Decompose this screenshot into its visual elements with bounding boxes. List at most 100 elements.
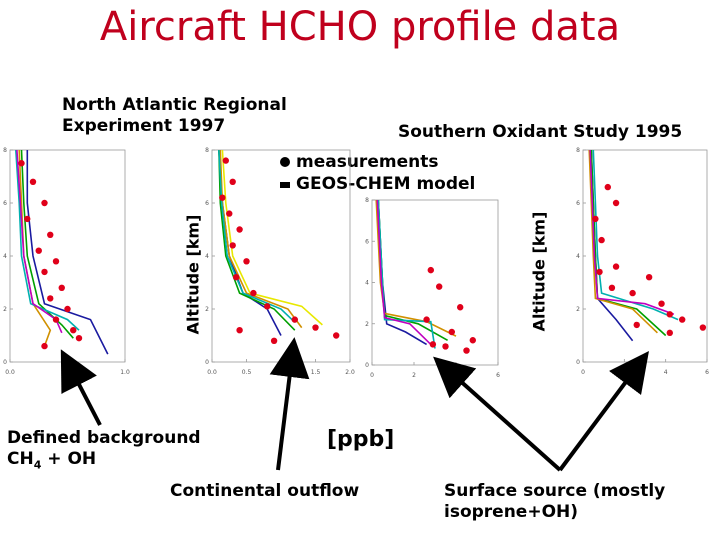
measurement-point <box>633 321 640 329</box>
y-tick-label: 8 <box>205 147 209 154</box>
x-tick-label: 4 <box>664 369 668 376</box>
y-tick-label: 8 <box>576 147 580 154</box>
y-tick-label: 0 <box>365 362 369 369</box>
model-profile-line <box>15 149 80 331</box>
x-tick-label: 0 <box>370 372 374 379</box>
legend-label-measurements: measurements <box>296 152 439 172</box>
measurement-point <box>41 268 48 276</box>
model-profile-line <box>26 150 109 355</box>
measurement-point <box>463 347 470 354</box>
measurement-point <box>229 178 236 185</box>
measurement-point <box>608 284 616 291</box>
measurement-point <box>469 337 476 344</box>
page-title: Aircraft HCHO profile data <box>99 4 621 50</box>
model-profile-line <box>588 149 658 334</box>
x-tick-label: 1.0 <box>120 369 130 376</box>
x-axis-label: [ppb] <box>327 427 395 452</box>
measurement-point <box>592 215 599 223</box>
measurement-point <box>658 300 665 307</box>
x-tick-label: 0 <box>581 369 585 376</box>
legend-label-model: GEOS-CHEM model <box>296 174 476 194</box>
arrow-surface-left <box>433 356 562 472</box>
measurement-point <box>448 328 455 336</box>
measurement-point <box>250 289 257 297</box>
ch-subscript: 4 <box>33 458 42 472</box>
annotation-background: Defined background CH4 + OH <box>7 428 201 475</box>
measurement-point <box>629 289 636 297</box>
measurement-point <box>679 316 686 323</box>
measurement-point <box>52 316 60 323</box>
x-tick-label: 0.0 <box>207 369 217 376</box>
legend-marker-model <box>280 182 290 188</box>
y-tick-label: 6 <box>205 200 209 207</box>
annotation-surface-line1: Surface source (mostly <box>444 481 666 501</box>
model-profile-line <box>376 199 432 345</box>
y-tick-label: 0 <box>3 359 7 366</box>
measurement-point <box>612 263 620 270</box>
model-profile-line <box>218 149 296 331</box>
arrow-surface-right <box>558 350 649 472</box>
model-profile-line <box>221 149 323 326</box>
measurement-point <box>75 334 83 342</box>
y-tick-label: 6 <box>365 238 369 245</box>
ch-text: CH <box>7 449 34 469</box>
arrow-background <box>60 349 102 426</box>
measurement-point <box>442 343 449 350</box>
measurement-point <box>604 183 611 191</box>
campaign-label-nare-line2: Experiment 1997 <box>62 116 226 136</box>
annotation-background-line2: CH4 + OH <box>7 449 201 475</box>
measurement-point <box>264 303 271 310</box>
measurement-point <box>291 316 298 323</box>
x-tick-label: 0.5 <box>242 369 252 376</box>
y-tick-label: 6 <box>576 200 580 207</box>
measurement-point <box>24 215 31 223</box>
measurement-point <box>70 327 77 334</box>
measurement-point <box>423 316 430 323</box>
annotation-outflow: Continental outflow <box>170 481 360 501</box>
x-tick-label: 6 <box>496 372 500 379</box>
campaign-label-nare-line1: North Atlantic Regional <box>62 95 287 115</box>
measurement-point <box>243 258 250 265</box>
measurement-point <box>429 341 437 348</box>
y-tick-label: 0 <box>576 359 580 366</box>
y-tick-label: 4 <box>205 253 209 260</box>
y-tick-label: 2 <box>365 321 369 328</box>
oh-text: + OH <box>41 449 97 469</box>
measurement-point <box>35 247 42 254</box>
x-tick-label: 0.0 <box>5 369 15 376</box>
campaign-label-nare: North Atlantic Regional Experiment 1997 <box>62 95 287 137</box>
annotation-surface: Surface source (mostly isoprene+OH) <box>444 481 665 523</box>
measurement-point <box>226 210 233 217</box>
measurement-point <box>41 199 48 207</box>
measurement-point <box>232 274 240 281</box>
measurement-point <box>457 304 464 311</box>
measurement-point <box>236 327 243 334</box>
legend-marker-measurements <box>280 157 290 167</box>
y-tick-label: 6 <box>3 200 7 207</box>
measurement-point <box>229 242 236 249</box>
measurement-point <box>612 199 620 207</box>
measurement-point <box>427 266 434 274</box>
campaign-label-sos: Southern Oxidant Study 1995 <box>398 122 683 142</box>
y-tick-label: 2 <box>3 306 7 313</box>
y-tick-label: 2 <box>576 306 580 313</box>
measurement-point <box>598 236 605 244</box>
measurement-point <box>666 329 673 337</box>
x-tick-label: 2 <box>412 372 416 379</box>
x-tick-label: 2.0 <box>345 369 355 376</box>
model-profile-line <box>20 149 74 339</box>
measurement-point <box>666 311 673 318</box>
measurement-point <box>312 324 319 331</box>
measurement-point <box>29 178 37 185</box>
measurement-point <box>236 226 243 233</box>
y-tick-label: 4 <box>576 253 580 260</box>
measurement-point <box>18 160 25 167</box>
annotation-background-line1: Defined background <box>7 428 201 448</box>
measurement-point <box>52 258 60 265</box>
measurement-point <box>64 305 71 313</box>
y-tick-label: 2 <box>205 306 209 313</box>
measurement-point <box>699 324 707 331</box>
